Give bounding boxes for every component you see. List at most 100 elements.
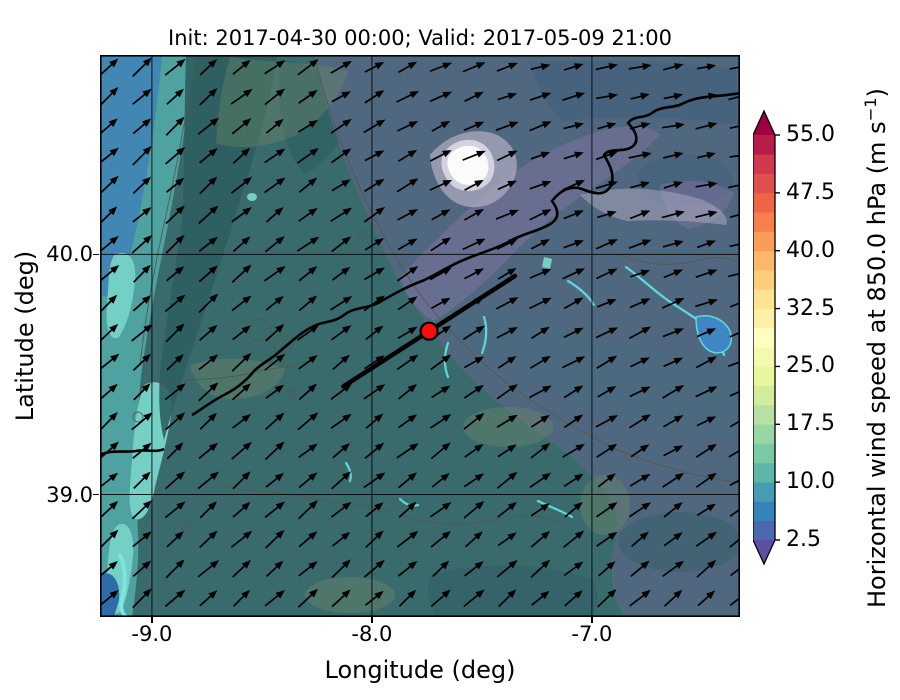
wind-arrow bbox=[629, 386, 651, 398]
wind-arrow bbox=[662, 240, 684, 248]
wind-arrow bbox=[330, 207, 353, 223]
colorbar-label: Horizontal wind speed at 850.0 hPa (m s−… bbox=[861, 88, 891, 608]
wind-arrow bbox=[696, 151, 717, 159]
wind-arrow bbox=[331, 559, 351, 579]
wind-arrow bbox=[330, 60, 352, 74]
wind-arrow bbox=[430, 589, 451, 608]
wind-arrow bbox=[430, 530, 451, 548]
wind-arrow bbox=[232, 471, 251, 490]
colorbar-tick-label: 25.0 bbox=[786, 353, 835, 379]
wind-arrow bbox=[729, 415, 740, 428]
wind-arrow bbox=[263, 266, 286, 282]
wind-arrow bbox=[431, 297, 451, 309]
wind-arrow bbox=[730, 561, 740, 577]
wind-arrow bbox=[729, 242, 740, 248]
gridlines bbox=[100, 55, 740, 617]
wind-arrow bbox=[231, 441, 252, 460]
wind-arrow bbox=[331, 589, 351, 608]
wind-arrow bbox=[529, 268, 552, 279]
wind-arrow bbox=[596, 588, 617, 608]
wind-arrow bbox=[464, 179, 484, 191]
wind-arrow bbox=[728, 446, 740, 458]
wind-arrow bbox=[695, 531, 717, 547]
wind-arrow bbox=[364, 238, 385, 251]
wind-arrow bbox=[696, 328, 717, 338]
wind-arrow bbox=[232, 383, 252, 401]
wind-arrow bbox=[364, 61, 385, 73]
wind-arrow bbox=[296, 236, 320, 252]
wind-arrow bbox=[529, 121, 552, 132]
wind-arrow bbox=[231, 264, 252, 284]
wind-arrow bbox=[463, 501, 485, 519]
wind-arrow bbox=[100, 294, 118, 312]
wind-arrow bbox=[199, 530, 218, 549]
wind-arrow bbox=[398, 589, 417, 607]
wind-arrow bbox=[197, 560, 220, 578]
wind-arrow bbox=[663, 357, 684, 368]
wind-arrow bbox=[563, 151, 584, 160]
wind-arrow bbox=[198, 236, 218, 252]
wind-arrow bbox=[298, 472, 318, 489]
wind-arrow bbox=[397, 209, 419, 221]
wind-arrow bbox=[596, 299, 617, 308]
wind-arrow bbox=[628, 326, 652, 340]
wind-arrow bbox=[497, 267, 517, 280]
wind-arrow bbox=[396, 530, 419, 548]
colorbar-band bbox=[753, 269, 775, 290]
wind-arrow bbox=[164, 501, 186, 519]
wind-arrow bbox=[463, 385, 484, 399]
coastal-water-patch bbox=[100, 573, 120, 617]
wind-arrow bbox=[663, 532, 683, 547]
wind-arrow bbox=[330, 148, 352, 164]
colorbar-band bbox=[753, 211, 775, 232]
wind-arrow bbox=[198, 293, 219, 314]
wind-arrow bbox=[264, 88, 286, 106]
wind-arrow bbox=[562, 92, 586, 101]
wind-arrow bbox=[100, 58, 119, 76]
wind-arrow bbox=[696, 503, 716, 517]
wind-arrow bbox=[132, 88, 152, 105]
wind-arrow bbox=[729, 477, 740, 487]
wind-arrow bbox=[330, 118, 352, 134]
wind-arrow bbox=[298, 443, 318, 459]
wind-arrow bbox=[695, 386, 718, 398]
wind-arrow bbox=[397, 121, 419, 132]
wind-arrow bbox=[463, 589, 485, 608]
wind-arrow bbox=[595, 327, 619, 339]
wind-arrow bbox=[562, 443, 585, 458]
wind-arrow bbox=[729, 210, 740, 219]
wind-arrow bbox=[330, 501, 352, 518]
wind-arrow bbox=[729, 299, 740, 308]
wind-arrow bbox=[496, 560, 518, 578]
wind-arrow bbox=[331, 266, 351, 281]
x-tick-label: -9.0 bbox=[131, 622, 173, 646]
wind-arrow bbox=[264, 441, 285, 461]
wind-arrow bbox=[198, 442, 219, 459]
wind-arrow bbox=[363, 472, 386, 489]
wind-arrow bbox=[430, 442, 451, 460]
wind-arrow bbox=[595, 239, 618, 250]
wind-arrow bbox=[164, 294, 186, 313]
wind-arrow bbox=[597, 122, 617, 130]
wind-arrow bbox=[265, 324, 285, 342]
wind-arrow bbox=[165, 146, 186, 165]
wind-arrow bbox=[431, 209, 451, 221]
wind-arrow bbox=[297, 500, 318, 520]
wind-arrow bbox=[563, 473, 584, 488]
wind-arrow bbox=[165, 323, 185, 343]
wind-arrow bbox=[661, 122, 685, 130]
colorbar-tick-label: 10.0 bbox=[786, 469, 835, 495]
wind-arrow bbox=[729, 502, 740, 517]
wind-arrow bbox=[165, 116, 185, 136]
coastal-teal-band bbox=[100, 55, 196, 617]
wind-arrow bbox=[729, 594, 740, 607]
wind-arrow bbox=[530, 503, 550, 517]
wind-arrow bbox=[298, 89, 318, 104]
wind-arrow bbox=[165, 234, 185, 254]
wind-arrow bbox=[265, 384, 285, 399]
wind-arrow bbox=[728, 183, 740, 189]
wind-arrow bbox=[462, 150, 486, 161]
wind-arrow bbox=[264, 353, 286, 371]
wind-arrow bbox=[596, 268, 618, 280]
wind-arrow bbox=[100, 472, 119, 488]
